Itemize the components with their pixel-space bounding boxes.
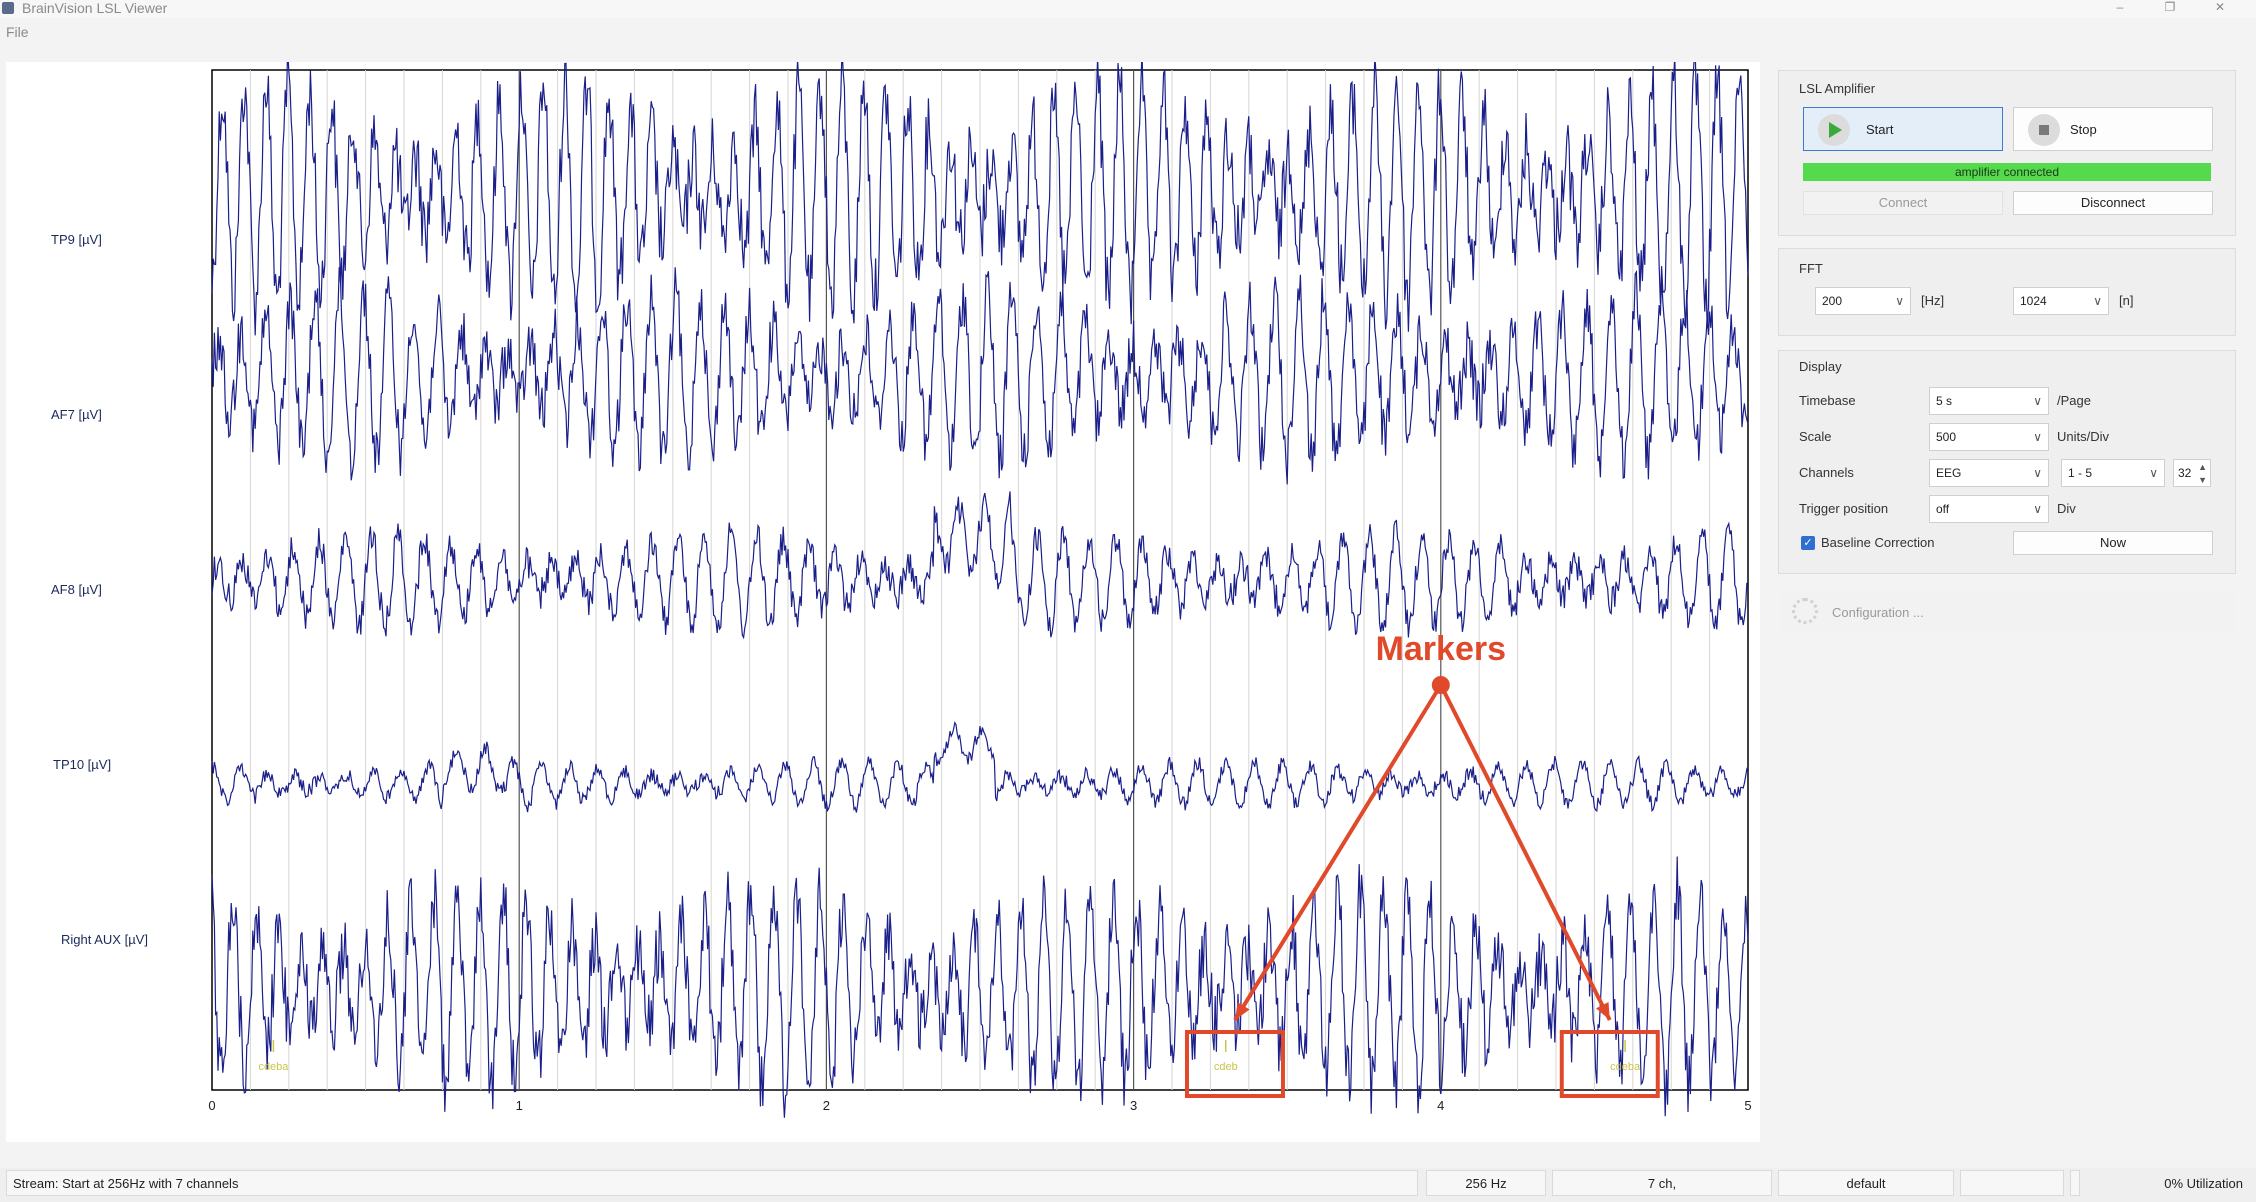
annotation-arrow [1439, 684, 1612, 1021]
chevron-down-icon: ∨ [2093, 294, 2102, 308]
connect-button[interactable]: Connect [1803, 191, 2003, 215]
app-icon [2, 2, 14, 14]
stop-icon [2028, 114, 2060, 146]
display-panel: Display Timebase 5 s ∨ /Page Scale 500 ∨… [1778, 350, 2236, 574]
timebase-label: Timebase [1799, 393, 1856, 408]
scale-dropdown[interactable]: 500 ∨ [1929, 423, 2049, 451]
channels-type-dropdown[interactable]: EEG ∨ [1929, 459, 2049, 487]
chevron-down-icon: ∨ [2033, 466, 2042, 480]
sample-rate-status: 256 Hz [1426, 1170, 1546, 1196]
lsl-amplifier-panel: LSL Amplifier Start Stop amplifier conne… [1778, 70, 2236, 236]
spinner-arrows-icon[interactable]: ▲ ▼ [2198, 462, 2207, 485]
trigger-position-label: Trigger position [1799, 501, 1889, 516]
baseline-correction-checkbox[interactable]: ✓ [1801, 536, 1815, 550]
trigger-position-dropdown[interactable]: off ∨ [1929, 495, 2049, 523]
status-cell-empty [1960, 1170, 2064, 1196]
start-button-label: Start [1866, 121, 1894, 137]
scale-value: 500 [1936, 430, 1957, 444]
fft-n-dropdown[interactable]: 1024 ∨ [2013, 287, 2109, 315]
chevron-down-icon: ∨ [2033, 502, 2042, 516]
timebase-dropdown[interactable]: 5 s ∨ [1929, 387, 2049, 415]
fft-panel: FFT 200 ∨ [Hz] 1024 ∨ [n] [1778, 248, 2236, 336]
arrowhead [1596, 1002, 1610, 1020]
play-icon [1818, 114, 1850, 146]
chevron-down-icon: ∨ [2033, 394, 2042, 408]
marker-label: cdeb [1214, 1061, 1238, 1073]
x-tick-label: 0 [208, 1098, 215, 1113]
channels-count-spinner[interactable]: 32 ▲ ▼ [2173, 459, 2211, 487]
x-tick-label: 5 [1744, 1098, 1751, 1113]
minimize-icon[interactable]: – [2116, 0, 2124, 14]
chevron-down-icon: ∨ [2149, 466, 2158, 480]
channels-status: 7 ch, [1552, 1170, 1772, 1196]
window-title: BrainVision LSL Viewer [22, 0, 168, 16]
fft-frequency-value: 200 [1822, 294, 1843, 308]
title-bar: BrainVision LSL Viewer – ❐ ✕ [0, 0, 2256, 18]
x-tick-label: 2 [823, 1098, 830, 1113]
fft-frequency-unit: [Hz] [1921, 293, 1945, 308]
eeg-plot-svg[interactable]: 0 1 2 3 4 5 cdeba cdeb cdeba Markers [6, 62, 1760, 1142]
channels-range-dropdown[interactable]: 1 - 5 ∨ [2061, 459, 2165, 487]
status-bar: Stream: Start at 256Hz with 7 channels 2… [0, 1168, 2256, 1202]
display-title: Display [1799, 359, 1842, 374]
fft-n-value: 1024 [2020, 294, 2047, 308]
fft-n-unit: [n] [2119, 293, 2134, 308]
start-button[interactable]: Start [1803, 107, 2003, 151]
channels-range-value: 1 - 5 [2068, 466, 2093, 480]
eeg-trace-4 [211, 721, 1749, 813]
markers-annotation-label: Markers [1376, 630, 1506, 668]
chevron-down-icon: ∨ [2033, 430, 2042, 444]
gear-icon [1792, 598, 1818, 624]
menu-file[interactable]: File [6, 24, 29, 40]
disconnect-button[interactable]: Disconnect [2013, 191, 2213, 215]
maximize-icon[interactable]: ❐ [2164, 0, 2176, 14]
marker-highlight-box [1559, 1030, 1660, 1098]
x-tick-label: 4 [1437, 1098, 1444, 1113]
fft-frequency-dropdown[interactable]: 200 ∨ [1815, 287, 1911, 315]
timebase-unit: /Page [2057, 393, 2091, 408]
stop-button-label: Stop [2070, 121, 2097, 137]
eeg-trace-5 [211, 856, 1749, 1118]
scale-label: Scale [1799, 429, 1832, 444]
channel-label-af7: AF7 [µV] [51, 407, 102, 422]
channel-label-right-aux: Right AUX [µV] [61, 932, 148, 947]
configuration-label: Configuration ... [1832, 605, 1924, 620]
trigger-position-unit: Div [2057, 501, 2076, 516]
timebase-value: 5 s [1936, 394, 1953, 408]
marker-label: cdeba [1610, 1061, 1641, 1073]
menu-bar: File [0, 20, 2256, 42]
utilization-status: 0% Utilization [2086, 1170, 2250, 1196]
scale-unit: Units/Div [2057, 429, 2110, 444]
channels-label: Channels [1799, 465, 1854, 480]
marker-label: cdeba [258, 1061, 289, 1073]
x-tick-label: 1 [516, 1098, 523, 1113]
chevron-down-icon: ∨ [1895, 294, 1904, 308]
stop-button[interactable]: Stop [2013, 107, 2213, 151]
channel-label-tp9: TP9 [µV] [51, 232, 102, 247]
x-tick-label: 3 [1130, 1098, 1137, 1113]
channel-label-tp10: TP10 [µV] [53, 757, 112, 772]
profile-status: default [1778, 1170, 1954, 1196]
baseline-correction-label: Baseline Correction [1821, 535, 1935, 550]
amplifier-status: amplifier connected [1803, 163, 2211, 181]
close-icon[interactable]: ✕ [2214, 0, 2226, 14]
now-button[interactable]: Now [2013, 531, 2213, 555]
channels-count-value: 32 [2178, 466, 2192, 480]
channel-label-af8: AF8 [µV] [51, 582, 102, 597]
status-cell-separator [2070, 1170, 2080, 1196]
stream-status: Stream: Start at 256Hz with 7 channels [6, 1170, 1418, 1196]
marker-highlight-box [1184, 1030, 1285, 1098]
configuration-button[interactable]: Configuration ... [1780, 592, 2234, 632]
eeg-trace-2 [211, 267, 1749, 485]
fft-title: FFT [1799, 261, 1823, 276]
eeg-trace-1 [211, 62, 1749, 336]
channels-type-value: EEG [1936, 466, 1962, 480]
eeg-trace-3 [211, 491, 1749, 640]
arrowhead [1234, 1002, 1250, 1020]
lsl-amplifier-title: LSL Amplifier [1799, 81, 1876, 96]
eeg-plot-area[interactable]: 0 1 2 3 4 5 cdeba cdeb cdeba Markers TP9 [µV] AF7… [6, 62, 1760, 1142]
annotation-arrow [1233, 683, 1443, 1022]
trigger-position-value: off [1936, 502, 1950, 516]
